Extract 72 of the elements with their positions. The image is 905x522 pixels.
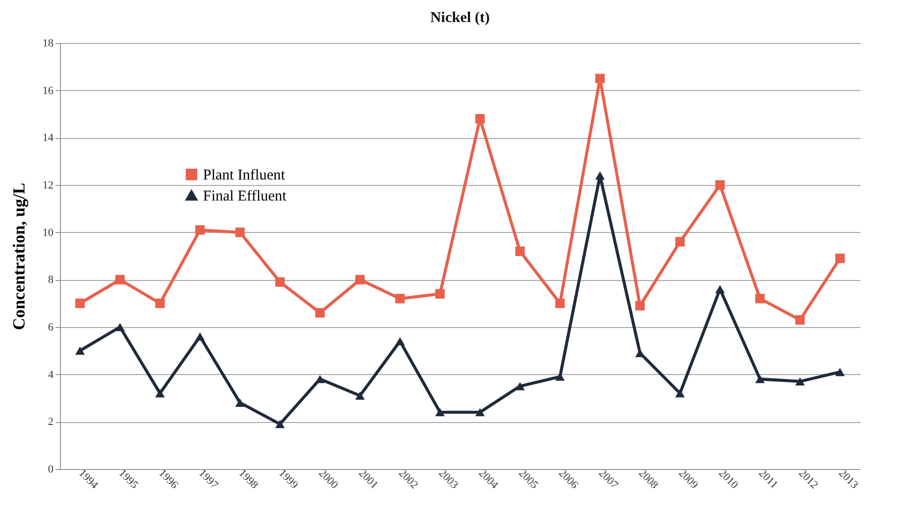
chart-title: Nickel (t) <box>430 10 490 26</box>
point <box>155 298 165 308</box>
point <box>315 374 325 384</box>
point <box>835 368 845 376</box>
point <box>715 285 725 294</box>
point <box>515 382 525 390</box>
x-tick-label: 2011 <box>756 467 780 492</box>
x-tick-label: 2007 <box>596 467 621 492</box>
x-tick-label: 1998 <box>236 467 261 492</box>
point <box>275 277 285 287</box>
point <box>435 408 445 416</box>
y-tick-label: 2 <box>48 416 54 428</box>
x-tick-label: 2010 <box>716 467 741 492</box>
point <box>195 332 205 341</box>
point <box>275 420 285 428</box>
legend-label: Plant Influent <box>203 168 286 184</box>
point <box>195 225 205 235</box>
x-tick-label: 2006 <box>556 467 581 492</box>
point <box>355 274 365 284</box>
y-tick-label: 10 <box>42 226 54 239</box>
y-tick-label: 12 <box>42 180 54 192</box>
point <box>595 171 605 180</box>
point <box>595 74 605 84</box>
x-tick-label: 2009 <box>676 467 701 492</box>
point <box>155 389 165 398</box>
y-tick-label: 4 <box>48 368 54 381</box>
point <box>555 298 565 308</box>
y-tick-label: 8 <box>48 274 54 286</box>
y-tick-label: 18 <box>42 38 54 50</box>
point <box>315 308 325 318</box>
point <box>755 374 765 384</box>
x-tick-label: 2005 <box>516 467 541 492</box>
point <box>475 114 485 124</box>
point <box>395 337 405 346</box>
point <box>795 377 805 386</box>
x-tick-label: 2003 <box>436 467 461 492</box>
point <box>75 346 85 355</box>
y-axis-title: Concentration, ug/L <box>10 182 28 330</box>
point <box>115 274 125 284</box>
y-tick-label: 0 <box>48 464 54 476</box>
point <box>235 398 245 407</box>
point <box>515 246 525 256</box>
x-tick-label: 2008 <box>636 467 661 492</box>
point <box>435 289 445 299</box>
point <box>395 294 405 304</box>
point <box>755 294 765 304</box>
point <box>75 298 85 308</box>
x-tick-label: 2001 <box>356 467 380 492</box>
point <box>675 389 685 398</box>
x-tick-label: 2004 <box>476 467 501 492</box>
point <box>675 237 685 247</box>
x-tick-label: 1996 <box>156 467 181 492</box>
x-tick-label: 1995 <box>116 467 141 492</box>
legend-label: Final Effluent <box>203 188 288 204</box>
x-tick-label: 1997 <box>196 467 221 492</box>
x-tick-label: 1994 <box>76 467 101 492</box>
y-tick-label: 16 <box>42 84 54 97</box>
y-tick-label: 14 <box>42 132 54 144</box>
point <box>635 300 645 310</box>
point <box>115 322 125 332</box>
y-tick-label: 6 <box>48 322 54 334</box>
point <box>555 372 565 381</box>
point <box>835 254 845 264</box>
point <box>475 408 485 416</box>
point <box>635 348 645 358</box>
point <box>715 180 725 190</box>
x-tick-label: 1999 <box>276 467 301 492</box>
point <box>355 392 365 400</box>
x-tick-label: 2013 <box>836 467 861 492</box>
point <box>795 315 805 325</box>
x-tick-label: 2000 <box>316 467 341 492</box>
point <box>235 228 245 238</box>
